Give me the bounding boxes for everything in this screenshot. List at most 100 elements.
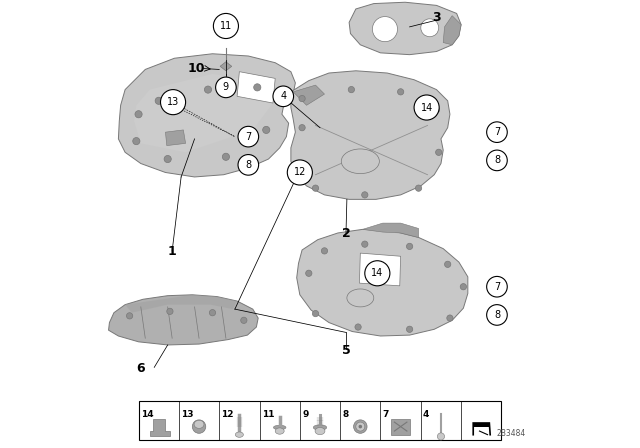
- Text: 12: 12: [221, 409, 234, 418]
- Circle shape: [161, 90, 186, 115]
- Polygon shape: [360, 253, 401, 286]
- Circle shape: [241, 317, 247, 323]
- Ellipse shape: [236, 432, 243, 437]
- Text: 7: 7: [245, 132, 252, 142]
- Text: 4: 4: [280, 91, 286, 101]
- Circle shape: [135, 111, 142, 118]
- Text: 2: 2: [342, 227, 350, 241]
- Text: 4: 4: [423, 409, 429, 418]
- Ellipse shape: [275, 428, 284, 434]
- Polygon shape: [473, 423, 490, 427]
- Circle shape: [209, 310, 216, 316]
- Text: 8: 8: [494, 155, 500, 165]
- Circle shape: [486, 305, 508, 325]
- Polygon shape: [109, 295, 258, 345]
- Text: 14: 14: [141, 409, 154, 418]
- Text: 11: 11: [220, 21, 232, 31]
- Text: 13: 13: [181, 409, 194, 418]
- Ellipse shape: [273, 425, 286, 430]
- Circle shape: [445, 261, 451, 267]
- Polygon shape: [291, 71, 450, 199]
- Circle shape: [213, 13, 239, 39]
- Polygon shape: [118, 54, 296, 177]
- Circle shape: [292, 163, 298, 169]
- Circle shape: [406, 326, 413, 332]
- Ellipse shape: [315, 427, 325, 435]
- Text: 1: 1: [168, 245, 177, 258]
- Circle shape: [460, 284, 467, 290]
- Circle shape: [216, 77, 236, 98]
- Ellipse shape: [354, 420, 367, 433]
- Circle shape: [433, 107, 440, 113]
- Circle shape: [358, 425, 362, 428]
- Text: 8: 8: [494, 310, 500, 320]
- Circle shape: [167, 308, 173, 314]
- Ellipse shape: [314, 425, 327, 430]
- Text: 11: 11: [262, 409, 275, 418]
- Circle shape: [437, 433, 445, 440]
- Circle shape: [397, 89, 404, 95]
- Circle shape: [127, 313, 132, 319]
- Polygon shape: [362, 223, 419, 237]
- Text: 8: 8: [245, 160, 252, 170]
- Circle shape: [312, 310, 319, 317]
- Polygon shape: [237, 72, 275, 103]
- Polygon shape: [391, 418, 410, 435]
- Circle shape: [312, 185, 319, 191]
- Circle shape: [299, 95, 305, 102]
- Text: 6: 6: [136, 362, 145, 375]
- Polygon shape: [125, 295, 237, 313]
- Polygon shape: [297, 229, 468, 336]
- Text: 7: 7: [494, 127, 500, 137]
- Text: 9: 9: [223, 82, 229, 92]
- Circle shape: [299, 125, 305, 131]
- Circle shape: [415, 185, 422, 191]
- Circle shape: [262, 126, 270, 134]
- Circle shape: [204, 86, 212, 93]
- Text: 7: 7: [383, 409, 389, 418]
- Circle shape: [356, 422, 365, 431]
- Circle shape: [414, 95, 439, 120]
- Circle shape: [486, 150, 508, 171]
- Circle shape: [362, 241, 368, 247]
- Circle shape: [155, 97, 163, 104]
- Text: 7: 7: [494, 282, 500, 292]
- Text: 5: 5: [342, 344, 350, 357]
- Circle shape: [306, 270, 312, 276]
- Ellipse shape: [193, 420, 206, 433]
- Circle shape: [406, 243, 413, 250]
- Circle shape: [273, 86, 294, 107]
- Circle shape: [447, 315, 453, 321]
- Circle shape: [132, 138, 140, 145]
- Text: 12: 12: [294, 168, 306, 177]
- Circle shape: [362, 192, 368, 198]
- Polygon shape: [349, 2, 461, 55]
- Circle shape: [287, 160, 312, 185]
- Circle shape: [355, 324, 361, 330]
- Circle shape: [365, 261, 390, 286]
- Circle shape: [222, 153, 230, 160]
- Circle shape: [348, 86, 355, 93]
- Circle shape: [421, 19, 439, 37]
- Polygon shape: [220, 62, 232, 71]
- FancyBboxPatch shape: [139, 401, 502, 440]
- Circle shape: [486, 276, 508, 297]
- Ellipse shape: [194, 420, 204, 428]
- Polygon shape: [134, 74, 273, 152]
- Text: 14: 14: [420, 103, 433, 112]
- Text: 2B3484: 2B3484: [497, 429, 526, 438]
- Text: 13: 13: [167, 97, 179, 107]
- Circle shape: [486, 122, 508, 142]
- Circle shape: [253, 84, 261, 91]
- Text: 14: 14: [371, 268, 383, 278]
- Ellipse shape: [341, 149, 380, 173]
- Ellipse shape: [347, 289, 374, 307]
- Circle shape: [238, 155, 259, 175]
- Polygon shape: [293, 85, 324, 105]
- Polygon shape: [150, 418, 170, 435]
- Circle shape: [372, 17, 397, 42]
- Circle shape: [164, 155, 172, 163]
- Circle shape: [321, 248, 328, 254]
- Text: 3: 3: [432, 11, 441, 25]
- Text: 9: 9: [302, 409, 308, 418]
